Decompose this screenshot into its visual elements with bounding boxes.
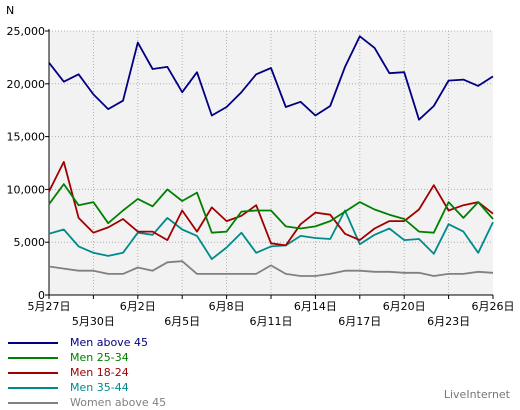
axes: 0 5,000 10,000 15,000 20,000 25,000 5月27日5月30日…: [7, 25, 515, 328]
legend-item: Women above 45: [8, 395, 166, 410]
brand-label: LiveInternet: [443, 388, 510, 401]
x-tick-label: 6月11日: [250, 315, 293, 328]
legend: Men above 45 Men 25-34 Men 18-24 Men 35-44 W…: [8, 335, 166, 410]
legend-label: Men 18-24: [70, 366, 129, 379]
x-tick-label: 6月20日: [383, 300, 426, 313]
legend-swatch: [8, 401, 58, 404]
line-chart: 0 5,000 10,000 15,000 20,000 25,000 5月27日5月30日…: [6, 4, 515, 328]
legend-swatch: [8, 341, 58, 344]
y-axis-label: N: [6, 4, 14, 17]
y-tick-label: 15,000: [7, 131, 46, 144]
legend-swatch: [8, 356, 58, 359]
legend-label: Men above 45: [70, 336, 148, 349]
series-line-men-25-34: [48, 183, 494, 234]
series-line-men-above-45: [48, 35, 494, 121]
series-line-women-above-45: [48, 260, 494, 277]
series-line-men-18-24: [48, 160, 494, 247]
y-tick-label: 25,000: [7, 25, 46, 38]
legend-swatch: [8, 371, 58, 374]
y-tick-label: 0: [38, 289, 45, 302]
x-tick-label: 6月26日: [472, 300, 515, 313]
series-line-men-35-44: [48, 209, 494, 261]
legend-label: Men 25-34: [70, 351, 129, 364]
x-tick-label: 6月2日: [120, 300, 156, 313]
x-tick-label: 6月23日: [427, 315, 470, 328]
legend-item: Men 35-44: [8, 380, 166, 395]
y-tick-label: 5,000: [14, 236, 46, 249]
legend-label: Women above 45: [70, 396, 167, 409]
legend-item: Men 18-24: [8, 365, 166, 380]
x-tick-label: 6月5日: [164, 315, 200, 328]
legend-item: Men above 45: [8, 335, 166, 350]
x-tick-label: 5月30日: [72, 315, 115, 328]
x-tick-label: 6月8日: [209, 300, 245, 313]
legend-swatch: [8, 386, 58, 389]
legend-label: Men 35-44: [70, 381, 129, 394]
x-tick-label: 6月14日: [294, 300, 337, 313]
x-tick-label: 5月27日: [28, 300, 71, 313]
legend-item: Men 25-34: [8, 350, 166, 365]
y-tick-label: 10,000: [7, 183, 46, 196]
x-tick-label: 6月17日: [338, 315, 381, 328]
series-lines: [48, 35, 494, 277]
y-tick-label: 20,000: [7, 78, 46, 91]
